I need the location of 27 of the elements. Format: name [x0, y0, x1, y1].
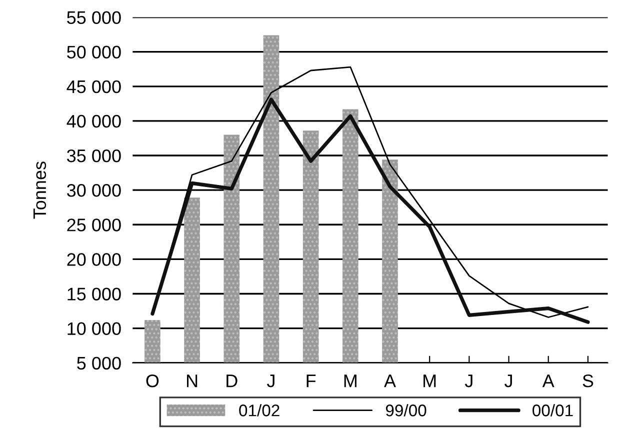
x-tick-label: F: [306, 374, 316, 388]
y-tick-label: 45 000: [66, 80, 121, 94]
y-axis-title: Tonnes: [33, 162, 46, 219]
x-tick-label: M: [344, 374, 356, 388]
x-tick-label: S: [582, 374, 594, 388]
legend-label: 01/02: [239, 404, 280, 416]
y-tick-label: 35 000: [67, 149, 121, 162]
x-tick-label: M: [424, 374, 436, 388]
legend-label: 99/00: [386, 404, 426, 416]
x-tick-label: A: [384, 374, 396, 388]
y-tick-label: 50 000: [67, 46, 121, 59]
y-tick-label: 55 000: [67, 11, 121, 24]
y-tick-label: 20 000: [67, 253, 121, 266]
y-tick-label: 25 000: [67, 218, 121, 232]
x-tick-label: D: [226, 374, 238, 388]
x-tick-label: A: [542, 374, 554, 388]
x-tick-label: J: [464, 374, 472, 388]
y-tick-label: 30 000: [67, 184, 121, 197]
x-tick-label: O: [146, 374, 159, 388]
legend-label: 00/01: [532, 404, 573, 416]
y-tick-label: 10 000: [68, 322, 121, 336]
y-tick-label: 15 000: [68, 288, 121, 300]
x-tick-label: J: [266, 374, 274, 388]
x-tick-label: N: [187, 374, 198, 388]
y-tick-label: 40 000: [66, 114, 121, 128]
y-tick-label: 5 000: [77, 356, 121, 370]
x-tick-label: J: [504, 374, 512, 388]
